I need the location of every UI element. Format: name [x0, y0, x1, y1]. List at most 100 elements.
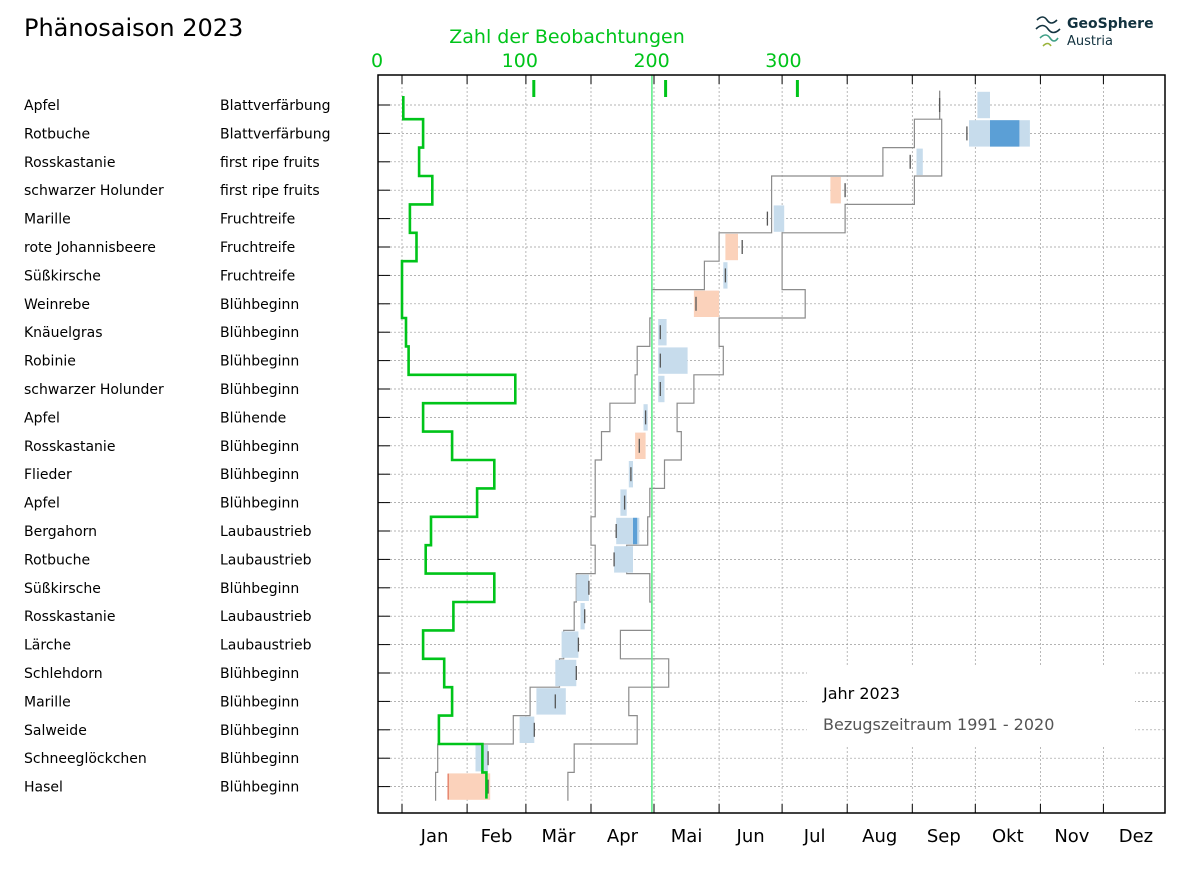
plant-label: Bergahorn [24, 524, 97, 540]
phase-label: Laubaustrieb [220, 609, 312, 625]
month-label: Sep [927, 826, 961, 847]
reference-series [435, 90, 943, 801]
phase-label: Fruchtreife [220, 212, 295, 228]
phase-label: first ripe fruits [220, 155, 320, 171]
phase-label: Blühbeginn [220, 354, 299, 370]
month-label: Jul [803, 826, 826, 847]
month-label: Nov [1054, 826, 1089, 847]
deviation-bar [620, 489, 627, 516]
phase-label: Blattverfärbung [220, 98, 331, 114]
plant-label: Weinrebe [24, 297, 90, 313]
phase-label: Blühbeginn [220, 496, 299, 512]
deviation-bar [519, 716, 535, 743]
phase-label: Blühbeginn [220, 780, 299, 796]
month-label: Mai [671, 826, 703, 847]
legend-reference: Bezugszeitraum 1991 - 2020 [823, 715, 1054, 734]
phase-label: Blühbeginn [220, 439, 299, 455]
phase-label: Blühbeginn [220, 666, 299, 682]
deviation-bar [725, 233, 738, 261]
plant-label: Lärche [24, 638, 71, 654]
month-label: Mär [541, 826, 576, 847]
plant-label: Salweide [24, 723, 87, 739]
plot-frame [377, 74, 1166, 814]
deviation-bar [658, 375, 665, 403]
phase-label: Blühbeginn [220, 751, 299, 767]
observations-line [400, 96, 517, 799]
phase-label: Laubaustrieb [220, 524, 312, 540]
plant-label: Robinie [24, 354, 76, 370]
plant-label: Marille [24, 212, 71, 228]
phase-label: Laubaustrieb [220, 552, 312, 568]
deviation-bar [635, 432, 646, 459]
legend-year: Jahr 2023 [822, 684, 900, 703]
deviation-bar [448, 773, 491, 800]
logo-name: GeoSphere [1067, 16, 1154, 32]
plant-label: Marille [24, 694, 71, 710]
deviation-bar [576, 574, 589, 601]
legend-box [807, 667, 1135, 745]
phase-label: Blühbeginn [220, 297, 299, 313]
phase-label: Blattverfärbung [220, 126, 331, 142]
geosphere-logo-icon [1035, 16, 1061, 47]
plant-label: Flieder [24, 467, 72, 483]
plant-label: Apfel [24, 98, 60, 114]
legend: Jahr 2023 Bezugszeitraum 1991 - 2020 [807, 667, 1135, 745]
count-tick-label: 0 [371, 50, 383, 72]
deviation-bar [536, 688, 566, 715]
plant-label: Apfel [24, 410, 60, 426]
phase-label: Blühbeginn [220, 325, 299, 341]
phase-labels: Apfel Blattverfärbung Rotbuche Blattverfärb… [24, 98, 331, 796]
phase-label: Blühbeginn [220, 382, 299, 398]
observations-series [400, 96, 517, 799]
deviation-bar [773, 205, 785, 232]
month-label: Jan [420, 826, 449, 847]
month-label: Dez [1119, 826, 1153, 847]
top-axis-title: Zahl der Beobachtungen [449, 26, 685, 48]
deviation-bar [916, 148, 923, 175]
logo-subname: Austria [1067, 34, 1113, 49]
month-label: Apr [607, 826, 639, 847]
plant-label: Apfel [24, 496, 60, 512]
phase-label: Blühbeginn [220, 467, 299, 483]
phase-label: Fruchtreife [220, 240, 295, 256]
count-tick-label: 300 [765, 50, 801, 72]
deviation-bar [561, 631, 579, 658]
axes: Jan Feb Mär Apr Mai Jun Jul Aug Sep Okt Nov Dez 0 100… [371, 50, 1153, 847]
phase-label: Fruchtreife [220, 268, 295, 284]
deviation-bar [693, 290, 720, 317]
count-tick-label: 200 [633, 50, 669, 72]
plant-label: schwarzer Holunder [24, 382, 164, 398]
plant-label: Rotbuche [24, 552, 90, 568]
deviation-bar [614, 546, 633, 573]
plant-label: Schneeglöckchen [24, 751, 147, 767]
deviation-bar [555, 659, 577, 687]
deviation-bar [830, 177, 841, 204]
deviation-bar-strong [633, 517, 638, 545]
deviation-bar [580, 603, 585, 630]
month-label: Aug [862, 826, 897, 847]
plant-label: Rotbuche [24, 126, 90, 142]
plant-label: Hasel [24, 780, 63, 796]
deviation-bars [447, 91, 1030, 800]
plant-label: Rosskastanie [24, 609, 115, 625]
phase-label: Blühbeginn [220, 723, 299, 739]
phase-label: Laubaustrieb [220, 638, 312, 654]
reference-latest-line [567, 90, 943, 801]
plant-label: Knäuelgras [24, 325, 103, 341]
phase-label: Blühbeginn [220, 581, 299, 597]
plant-label: Rosskastanie [24, 155, 115, 171]
count-tick-label: 100 [502, 50, 538, 72]
month-label: Okt [992, 826, 1024, 847]
phase-label: Blühende [220, 410, 286, 426]
deviation-bar [977, 91, 990, 119]
plant-label: Süßkirsche [24, 581, 101, 597]
reference-earliest-line [435, 90, 941, 801]
phase-label: first ripe fruits [220, 183, 320, 199]
geosphere-logo: GeoSphere Austria [1035, 16, 1154, 49]
chart-title: Phänosaison 2023 [24, 14, 243, 42]
plant-label: Süßkirsche [24, 268, 101, 284]
deviation-bar-strong [990, 120, 1020, 147]
month-label: Jun [736, 826, 765, 847]
plant-label: rote Johannisbeere [24, 240, 156, 256]
